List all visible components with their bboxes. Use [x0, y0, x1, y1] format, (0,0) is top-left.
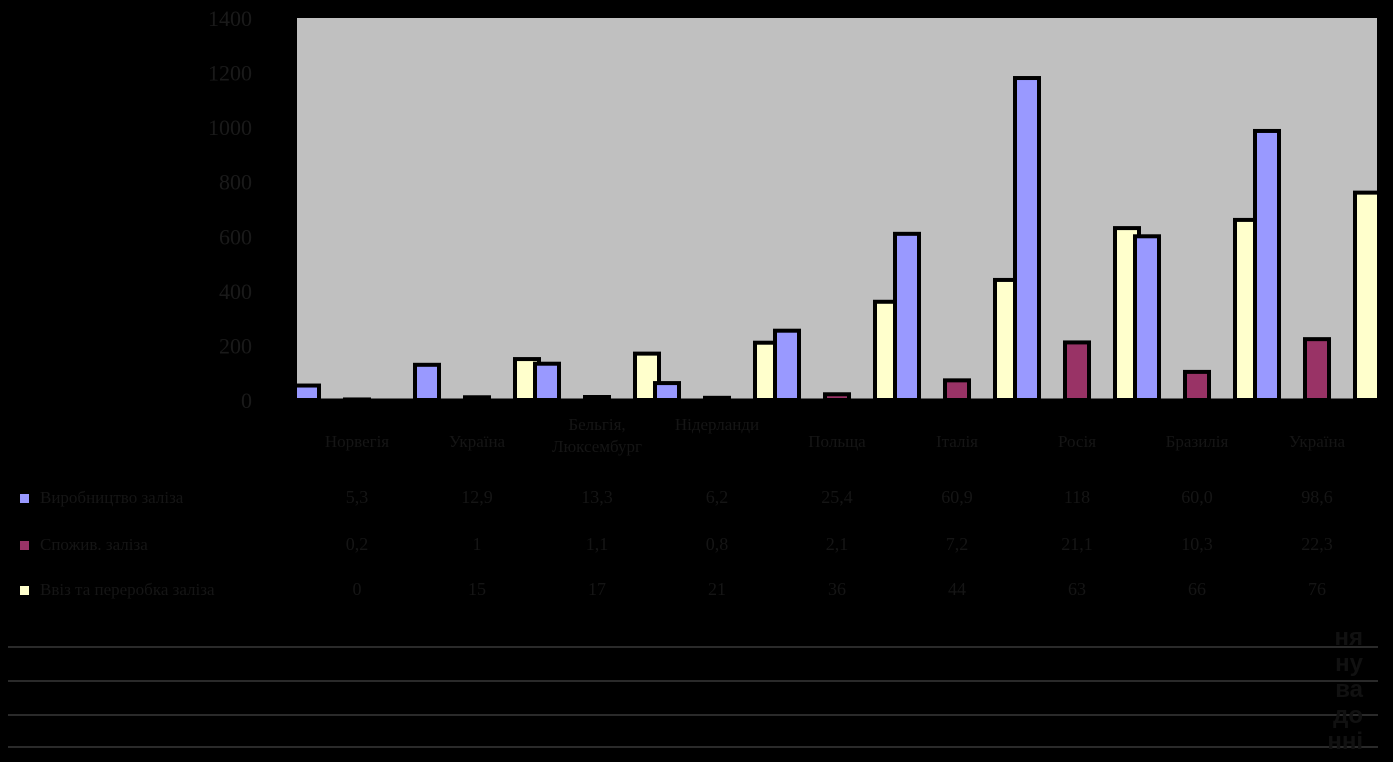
- y-tick-label: 1400: [208, 6, 252, 31]
- legend-label: Спожив. заліза: [40, 535, 148, 554]
- table-cell: 44: [948, 579, 966, 599]
- legend-swatch: [20, 494, 29, 503]
- x-tick-label: Люксембург: [552, 437, 642, 456]
- caption-fragment: до: [1333, 702, 1363, 729]
- table-cell: 6,2: [706, 487, 729, 507]
- bar: [413, 362, 441, 402]
- table-cell: 10,3: [1181, 534, 1213, 554]
- table-cell: 25,4: [821, 487, 853, 507]
- table-cell: 12,9: [461, 487, 493, 507]
- caption-line: [8, 646, 1378, 648]
- caption-fragment: ня: [1334, 624, 1364, 651]
- caption-block: ня ну ва до нні: [0, 624, 1393, 762]
- bar: [1253, 128, 1281, 402]
- table-cell: 0,8: [706, 534, 729, 554]
- legend-label: Виробництво заліза: [40, 488, 184, 507]
- x-tick-label: Бельгія,: [568, 415, 625, 434]
- table-cell: 0,2: [346, 534, 369, 554]
- y-tick-label: 600: [219, 224, 252, 249]
- x-tick-label: Норвегія: [325, 432, 389, 451]
- x-tick-label: Нідерланди: [675, 415, 759, 434]
- bar: [1353, 190, 1381, 402]
- table-cell: 2,1: [826, 534, 849, 554]
- bar: [293, 383, 321, 403]
- category-labels: Норвегія Україна Бельгія, Люксембург Нідерла…: [325, 415, 1346, 456]
- bar: [533, 361, 561, 402]
- bar: [1133, 234, 1161, 402]
- table-cell: 5,3: [346, 487, 369, 507]
- legend-label: Ввіз та переробка заліза: [40, 580, 215, 599]
- table-cell: 60,9: [941, 487, 973, 507]
- bar: [1183, 369, 1211, 403]
- table-cell: 76: [1308, 579, 1326, 599]
- table-cell: 15: [468, 579, 486, 599]
- table-cell: 63: [1068, 579, 1086, 599]
- table-cell: 1,1: [586, 534, 609, 554]
- table-cell: 66: [1188, 579, 1206, 599]
- table-cell: 21,1: [1061, 534, 1093, 554]
- y-tick-label: 0: [241, 388, 252, 413]
- table-cell: 13,3: [581, 487, 613, 507]
- x-tick-label: Україна: [449, 432, 506, 451]
- x-tick-label: Україна: [1289, 432, 1346, 451]
- caption-fragment: ну: [1335, 650, 1363, 677]
- bar: [1013, 76, 1041, 403]
- table-cell: 22,3: [1301, 534, 1333, 554]
- bar: [1303, 337, 1331, 403]
- y-axis: 0 200 400 600 800 1000 1200 1400: [208, 6, 252, 413]
- bar: [893, 231, 921, 402]
- plot-area: [297, 18, 1377, 400]
- table-cell: 1: [473, 534, 482, 554]
- x-tick-label: Росія: [1058, 432, 1096, 451]
- bar: [773, 328, 801, 402]
- y-tick-label: 400: [219, 279, 252, 304]
- y-tick-label: 1200: [208, 61, 252, 86]
- chart: 0 200 400 600 800 1000 1200 1400 Норвегія Україн…: [20, 6, 1381, 599]
- x-tick-label: Бразилія: [1166, 432, 1229, 451]
- table-cell: 60,0: [1181, 487, 1213, 507]
- table-cell: 7,2: [946, 534, 969, 554]
- y-tick-label: 800: [219, 170, 252, 195]
- table-cell: 0: [353, 579, 362, 599]
- table-cell: 98,6: [1301, 487, 1333, 507]
- caption-fragment: нні: [1327, 728, 1363, 755]
- bar: [943, 378, 971, 402]
- table-cell: 118: [1064, 487, 1090, 507]
- table-cell: 21: [708, 579, 726, 599]
- bar: [1063, 340, 1091, 403]
- data-table: Виробництво заліза 5,3 12,9 13,3 6,2 25,4 60,9…: [20, 487, 1333, 599]
- legend-swatch: [20, 586, 29, 595]
- caption-line: [8, 680, 1378, 682]
- caption-line: [8, 714, 1378, 716]
- x-tick-label: Польща: [808, 432, 866, 451]
- bar: [653, 381, 681, 402]
- legend-swatch: [20, 541, 29, 550]
- x-tick-label: Італія: [936, 432, 978, 451]
- caption-line: [8, 746, 1378, 748]
- y-tick-label: 1000: [208, 115, 252, 140]
- table-cell: 36: [828, 579, 846, 599]
- table-cell: 17: [588, 579, 606, 599]
- y-tick-label: 200: [219, 333, 252, 358]
- caption-fragment: ва: [1335, 676, 1363, 703]
